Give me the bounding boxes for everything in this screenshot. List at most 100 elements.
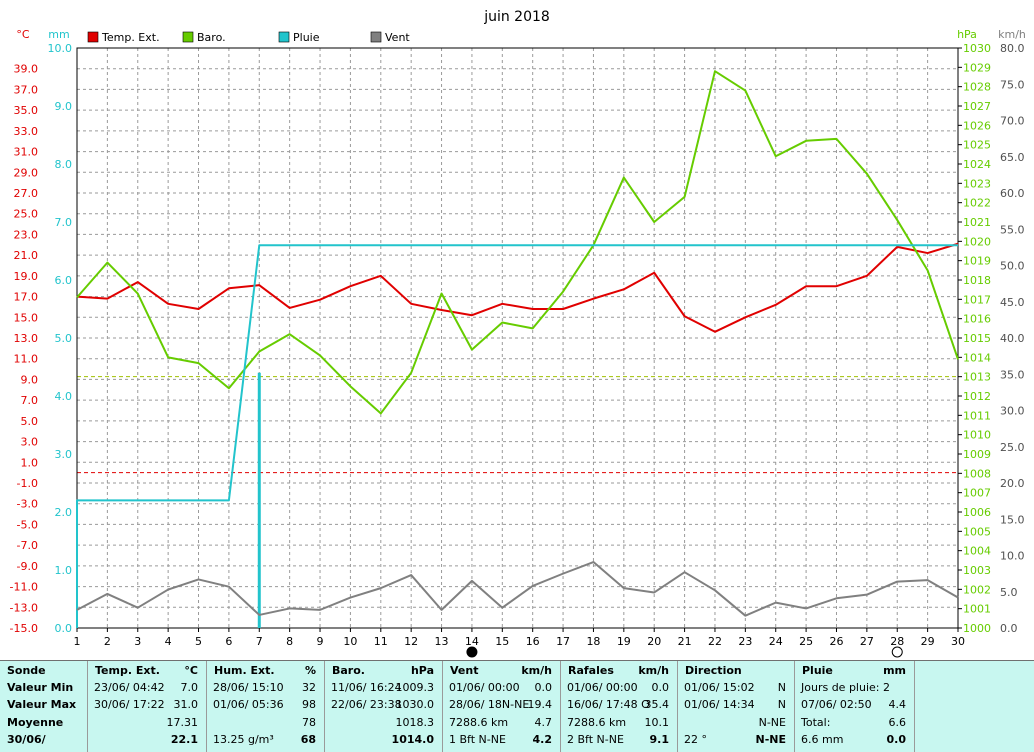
- temp-tick-label: 33.0: [14, 125, 39, 138]
- summary-header: Temp. Ext.: [95, 664, 160, 677]
- summary-value: 32: [302, 681, 316, 694]
- summary-detail: 22 °: [684, 733, 707, 746]
- x-tick-label: 11: [374, 635, 388, 648]
- temp-tick-label: -11.0: [10, 581, 38, 594]
- wind-tick-label: 10.0: [1000, 550, 1025, 563]
- rain-tick-label: 1.0: [55, 564, 73, 577]
- wind-tick-label: 30.0: [1000, 405, 1025, 418]
- baro-tick-label: 1014: [963, 351, 991, 364]
- summary-header: Rafales: [568, 664, 614, 677]
- summary-value: 4.4: [888, 698, 907, 711]
- summary-detail: 22/06/ 23:38: [331, 698, 402, 711]
- baro-tick-label: 1004: [963, 545, 991, 558]
- summary-column: Temp. Ext. °C 23/06/ 04:42 30/06/ 17:22 7.0 3…: [88, 661, 207, 752]
- x-tick-label: 2: [104, 635, 111, 648]
- rain-tick-label: 5.0: [55, 332, 73, 345]
- summary-value: 98: [302, 698, 316, 711]
- x-tick-label: 29: [921, 635, 935, 648]
- summary-header: Baro.: [332, 664, 365, 677]
- new-moon-icon: [891, 646, 903, 658]
- x-tick-label: 26: [829, 635, 843, 648]
- summary-column: Pluie mm Jours de pluie: 2 07/06/ 02:50 Tota…: [795, 661, 915, 752]
- summary-row-label: Valeur Max: [7, 698, 77, 711]
- temp-tick-label: 27.0: [14, 187, 39, 200]
- x-tick-label: 25: [799, 635, 813, 648]
- wind-tick-label: 5.0: [1000, 586, 1018, 599]
- temp-tick-label: 37.0: [14, 83, 39, 96]
- summary-column: Vent km/h 01/06/ 00:00 28/06/ 18N-NE 7288.6 …: [443, 661, 561, 752]
- legend-label-baro: Baro.: [197, 31, 226, 44]
- summary-unit: km/h: [638, 664, 669, 677]
- legend-label-wind: Vent: [385, 31, 410, 44]
- summary-value: 7.0: [180, 681, 199, 694]
- summary-value: 9.1: [649, 733, 670, 746]
- wind-tick-label: 50.0: [1000, 260, 1025, 273]
- wind-tick-label: 0.0: [1000, 622, 1018, 635]
- temp-tick-label: 21.0: [14, 249, 39, 262]
- baro-tick-label: 1002: [963, 583, 991, 596]
- temp-tick-label: 29.0: [14, 166, 39, 179]
- summary-detail: 30/06/ 17:22: [94, 698, 165, 711]
- series-line-wind: [76, 561, 959, 617]
- summary-header: Hum. Ext.: [214, 664, 275, 677]
- x-tick-label: 8: [286, 635, 293, 648]
- x-tick-label: 10: [343, 635, 357, 648]
- chart-title: juin 2018: [483, 9, 550, 25]
- baro-tick-label: 1010: [963, 429, 991, 442]
- temp-tick-label: 1.0: [21, 456, 39, 469]
- temp-tick-label: 9.0: [21, 373, 39, 386]
- summary-detail: 16/06/ 17:48 O: [567, 698, 650, 711]
- baro-tick-label: 1001: [963, 603, 991, 616]
- temp-tick-label: 5.0: [21, 415, 39, 428]
- summary-detail: 01/06/ 00:00: [567, 681, 638, 694]
- x-tick-label: 3: [134, 635, 141, 648]
- x-tick-label: 23: [738, 635, 752, 648]
- temp-tick-label: 35.0: [14, 104, 39, 117]
- summary-detail: 28/06/ 15:10: [213, 681, 284, 694]
- legend-label-rain: Pluie: [293, 31, 320, 44]
- summary-detail: 23/06/ 04:42: [94, 681, 165, 694]
- temp-tick-label: -1.0: [17, 477, 38, 490]
- temp-tick-label: 25.0: [14, 208, 39, 221]
- x-tick-label: 17: [556, 635, 570, 648]
- summary-detail: 11/06/ 16:24: [331, 681, 402, 694]
- summary-value: 6.6: [888, 716, 907, 729]
- temp-tick-label: 7.0: [21, 394, 39, 407]
- summary-detail: 6.6 mm: [801, 733, 844, 746]
- weather-chart: juin 2018 °C mm hPa km/h 1 2 3 4 5 6 7 8 9 10 11 12…: [10, 9, 1026, 658]
- temp-tick-label: -13.0: [10, 601, 38, 614]
- baro-tick-label: 1015: [963, 332, 991, 345]
- summary-detail: 28/06/ 18N-NE: [449, 698, 530, 711]
- temp-tick-label: 15.0: [14, 311, 39, 324]
- baro-tick-label: 1027: [963, 100, 991, 113]
- summary-value: 1030.0: [395, 698, 435, 711]
- summary-value: 17.31: [166, 716, 199, 729]
- summary-detail: 13.25 g/m³: [213, 733, 274, 746]
- temp-tick-label: 39.0: [14, 63, 39, 76]
- summary-unit: %: [304, 664, 316, 677]
- baro-tick-label: 1020: [963, 235, 991, 248]
- x-tick-label: 14: [465, 635, 479, 648]
- baro-tick-label: 1003: [963, 564, 991, 577]
- summary-value: 1014.0: [391, 733, 434, 746]
- temp-unit-label: °C: [16, 28, 30, 41]
- x-tick-label: 5: [195, 635, 202, 648]
- summary-column: Baro. hPa 11/06/ 16:24 22/06/ 23:38 1009.3 10…: [325, 661, 443, 752]
- summary-value: 0.0: [651, 681, 670, 694]
- baro-tick-label: 1026: [963, 119, 991, 132]
- rain-tick-label: 7.0: [55, 216, 73, 229]
- summary-value: 1009.3: [395, 681, 435, 694]
- summary-table: Sonde Valeur Min Valeur Max Moyenne 30/06/Te…: [0, 660, 1034, 752]
- summary-value: 10.1: [644, 716, 670, 729]
- summary-value: 68: [300, 733, 316, 746]
- summary-row-label: Valeur Min: [7, 681, 74, 694]
- summary-detail: 01/06/ 15:02: [684, 681, 755, 694]
- summary-unit: °C: [184, 664, 198, 677]
- summary-detail: 2 Bft N-NE: [567, 733, 624, 746]
- rain-tick-label: 6.0: [55, 274, 73, 287]
- summary-unit: km/h: [521, 664, 552, 677]
- rain-tick-label: 8.0: [55, 158, 73, 171]
- baro-tick-label: 1005: [963, 525, 991, 538]
- wind-tick-label: 60.0: [1000, 187, 1025, 200]
- wind-tick-label: 75.0: [1000, 78, 1025, 91]
